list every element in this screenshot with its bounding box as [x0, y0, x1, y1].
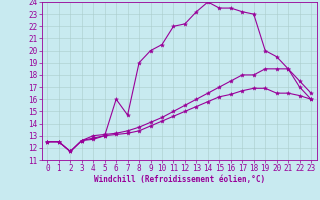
X-axis label: Windchill (Refroidissement éolien,°C): Windchill (Refroidissement éolien,°C)	[94, 175, 265, 184]
